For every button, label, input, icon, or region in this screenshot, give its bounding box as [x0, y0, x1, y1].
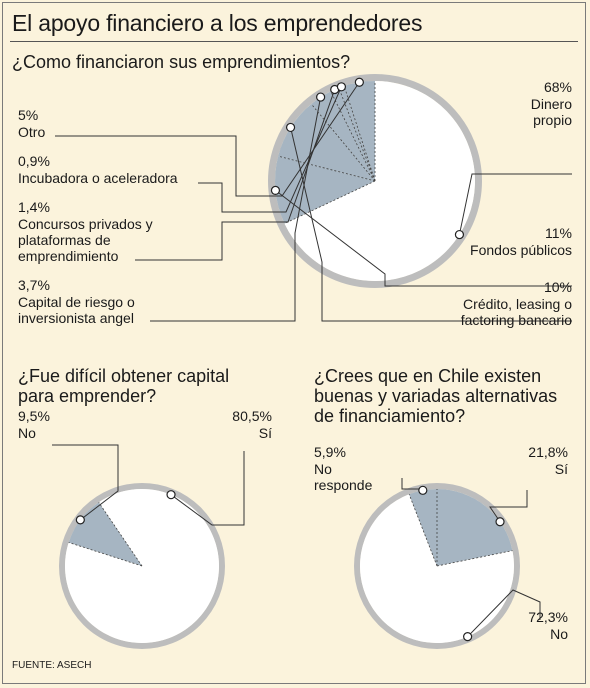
chart3-label-3: No responde	[314, 461, 373, 493]
chart1-separator-4	[310, 103, 376, 182]
chart3-ring	[354, 483, 520, 649]
chart3-slice-1	[437, 489, 513, 566]
chart3-leader-1	[489, 490, 528, 523]
chart3-value-2: 72,3%	[528, 609, 568, 625]
chart2-value-2: 9,5%	[18, 408, 50, 424]
chart1-marker-6	[336, 82, 347, 92]
chart1-marker-1	[454, 229, 465, 240]
chart2-slice-2	[68, 502, 142, 566]
chart3-label-1: Sí	[555, 461, 568, 477]
chart1-value-5: 1,4%	[18, 199, 50, 215]
chart1-marker-7	[354, 77, 364, 87]
chart1-leader-1	[458, 173, 572, 235]
chart1-value-4: 3,7%	[18, 277, 50, 293]
chart1-label-6: Incubadora o aceleradora	[18, 170, 178, 186]
chart1-separator-2	[284, 180, 376, 224]
chart1-label-5: Concursos privados y plataformas de empren…	[18, 216, 153, 264]
chart2-separator-2	[68, 542, 143, 567]
chart1-ring	[268, 74, 482, 288]
chart3-question: ¿Crees que en Chile existen buenas y var…	[314, 366, 558, 426]
chart1-separator-6	[338, 87, 376, 182]
chart3-slice-2	[360, 494, 515, 643]
source-note: FUENTE: ASECH	[12, 660, 92, 671]
chart1-leader-7	[55, 81, 360, 197]
chart1-label-3: Crédito, leasing o factoring bancario	[461, 296, 573, 328]
chart1-separator-5	[330, 91, 376, 182]
chart2-label-2: No	[18, 425, 36, 441]
chart3-value-3: 5,9%	[314, 444, 346, 460]
chart3-leader-2	[467, 589, 541, 637]
chart1-label-7: Otro	[18, 124, 45, 140]
chart3-label-2: No	[550, 626, 568, 642]
chart1-leader-5	[135, 89, 336, 261]
chart3-separator-3	[408, 494, 438, 567]
chart2-question: ¿Fue difícil obtener capital para empren…	[18, 366, 230, 406]
chart3-marker-3	[418, 485, 428, 495]
chart1-slice-3	[278, 103, 375, 181]
chart1-leader-2	[275, 190, 572, 287]
chart1-value-7: 5%	[18, 107, 38, 123]
chart3-slice-3	[409, 489, 437, 566]
chart1-question: ¿Como financiaron sus emprendimientos?	[12, 52, 351, 72]
chart1-value-3: 10%	[544, 279, 572, 295]
chart2-separator-1	[98, 502, 143, 567]
chart1-marker-4	[316, 92, 326, 102]
chart3-value-1: 21,8%	[528, 444, 568, 460]
chart3-marker-2	[463, 632, 473, 642]
chart1-separator-3	[278, 155, 376, 182]
chart1-leader-6	[198, 86, 342, 213]
chart1-marker-3	[285, 122, 296, 133]
chart1-marker-2	[270, 185, 281, 196]
chart1-slice-4	[311, 91, 375, 181]
infographic-title: El apoyo financiero a los emprendedores	[12, 10, 423, 36]
chart3-marker-1	[495, 517, 505, 527]
chart1-leader-3	[290, 127, 572, 322]
chart2-ring	[59, 483, 225, 649]
chart1-slice-1	[284, 81, 475, 281]
chart1-separator-7	[343, 85, 376, 182]
chart2-marker-2	[75, 515, 85, 525]
chart1-label-2: Fondos públicos	[470, 242, 572, 258]
chart2-leader-1	[170, 451, 245, 526]
chart3-separator-2	[436, 550, 513, 567]
chart2-marker-1	[166, 490, 176, 500]
title-divider	[10, 41, 578, 42]
chart2-label-1: Sí	[259, 425, 272, 441]
chart2-value-1: 80,5%	[232, 408, 272, 424]
chart1-slice-7	[344, 81, 375, 181]
chart1-label-4: Capital de riesgo o inversionista angel	[18, 294, 135, 326]
chart1-value-6: 0,9%	[18, 153, 50, 169]
chart1-value-1: 68%	[544, 79, 572, 95]
chart1-label-1: Dinero propio	[531, 96, 572, 128]
chart2-leader-2	[52, 444, 119, 521]
chart1-value-2: 11%	[545, 225, 572, 241]
